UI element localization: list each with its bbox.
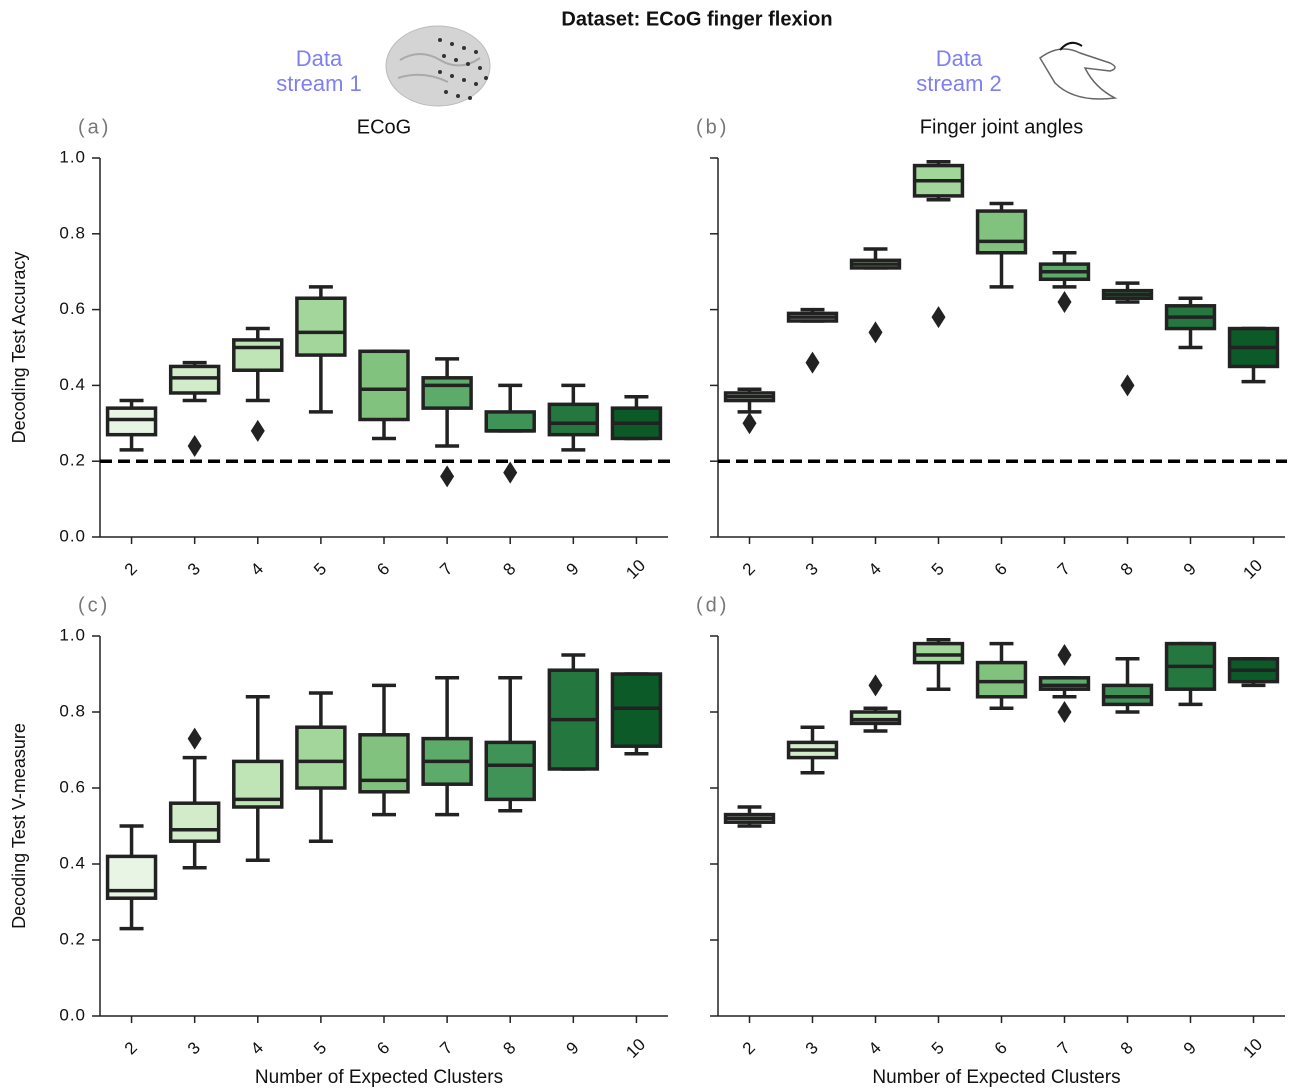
flier: [869, 321, 883, 343]
x-tick-label: 4: [865, 559, 885, 579]
x-tick-label: 3: [184, 559, 204, 579]
box: [360, 351, 408, 419]
flier: [1058, 291, 1072, 313]
x-axis-label: Number of Expected Clusters: [872, 1067, 1120, 1088]
flier: [503, 462, 517, 484]
box: [612, 674, 660, 746]
panel-label: (c): [78, 594, 110, 616]
x-tick-label: 9: [563, 1038, 583, 1058]
box: [978, 211, 1026, 253]
box: [297, 298, 345, 355]
y-tick-label: 1.0: [59, 147, 86, 166]
box: [978, 663, 1026, 697]
y-tick-label: 0.2: [59, 929, 86, 948]
x-tick-label: 5: [928, 559, 948, 579]
flier: [1058, 644, 1072, 666]
x-tick-label: 2: [121, 1038, 141, 1058]
y-tick-label: 0.8: [59, 223, 86, 242]
y-tick-label: 0.6: [59, 299, 86, 318]
panel-title: ECoG: [357, 116, 411, 138]
x-tick-label: 8: [1117, 1038, 1137, 1058]
x-tick-label: 9: [563, 559, 583, 579]
flier: [188, 435, 202, 457]
y-axis-label: Decoding Test V-measure: [9, 723, 29, 929]
box: [108, 408, 156, 435]
x-tick-label: 7: [436, 559, 456, 579]
box: [915, 644, 963, 663]
x-tick-label: 2: [739, 559, 759, 579]
box: [171, 366, 219, 393]
x-tick-label: 10: [622, 556, 649, 583]
box: [234, 340, 282, 370]
flier: [869, 674, 883, 696]
panel-label: (b): [696, 116, 729, 138]
flier: [251, 420, 265, 442]
x-tick-label: 9: [1180, 559, 1200, 579]
flier: [1058, 701, 1072, 723]
panel-label: (a): [78, 116, 111, 138]
box: [852, 712, 900, 723]
y-tick-label: 0.0: [59, 1005, 86, 1024]
box: [171, 803, 219, 841]
stream-label: Data stream 2: [909, 46, 1009, 96]
brain-icon: [386, 26, 490, 106]
box: [423, 378, 471, 408]
box: [1104, 685, 1152, 704]
panel-label: (d): [696, 594, 729, 616]
x-tick-label: 10: [1239, 556, 1266, 583]
x-tick-label: 2: [739, 1038, 759, 1058]
y-tick-label: 0.4: [59, 375, 86, 394]
chart: Dataset: ECoG finger flexion 0.0 0.2 0.4 0.…: [0, 0, 1297, 1090]
x-tick-label: 10: [1239, 1035, 1266, 1062]
flier: [188, 728, 202, 750]
figure: Dataset: ECoG finger flexion 0.0 0.2 0.4 0.…: [0, 0, 1297, 1090]
x-tick-label: 7: [1054, 559, 1074, 579]
flier: [743, 412, 757, 434]
flier: [806, 352, 820, 374]
figure-title: Dataset: ECoG finger flexion: [561, 8, 832, 30]
x-tick-label: 8: [1117, 559, 1137, 579]
x-tick-label: 6: [991, 1038, 1011, 1058]
x-tick-label: 8: [499, 1038, 519, 1058]
x-tick-label: 3: [802, 559, 822, 579]
x-tick-label: 4: [865, 1038, 885, 1058]
box: [549, 404, 597, 434]
x-tick-label: 5: [310, 1038, 330, 1058]
x-tick-label: 5: [928, 1038, 948, 1058]
box: [1041, 678, 1089, 689]
x-tick-label: 3: [184, 1038, 204, 1058]
y-tick-label: 0.2: [59, 451, 86, 470]
x-tick-label: 4: [247, 559, 267, 579]
x-tick-label: 7: [1054, 1038, 1074, 1058]
x-tick-label: 6: [373, 1038, 393, 1058]
x-tick-label: 6: [991, 559, 1011, 579]
y-tick-label: 0.6: [59, 777, 86, 796]
y-tick-label: 1.0: [59, 625, 86, 644]
x-tick-label: 8: [499, 559, 519, 579]
stream-label: Data stream 1: [269, 46, 369, 96]
hand-icon: [1040, 43, 1115, 99]
y-tick-label: 0.0: [59, 526, 86, 545]
x-axis-label: Number of Expected Clusters: [255, 1067, 503, 1088]
y-tick-label: 0.8: [59, 701, 86, 720]
panel-title: Finger joint angles: [920, 116, 1083, 138]
x-tick-label: 10: [622, 1035, 649, 1062]
y-tick-label: 0.4: [59, 853, 86, 872]
x-tick-label: 7: [436, 1038, 456, 1058]
box: [297, 727, 345, 788]
box: [360, 735, 408, 792]
y-axis-label: Decoding Test Accuracy: [9, 252, 29, 444]
x-tick-label: 3: [802, 1038, 822, 1058]
box: [486, 742, 534, 799]
x-tick-label: 4: [247, 1038, 267, 1058]
x-tick-label: 2: [121, 559, 141, 579]
flier: [440, 465, 454, 487]
box: [486, 412, 534, 431]
x-tick-label: 9: [1180, 1038, 1200, 1058]
flier: [932, 306, 946, 328]
x-tick-label: 5: [310, 559, 330, 579]
x-tick-label: 6: [373, 559, 393, 579]
flier: [1121, 374, 1135, 396]
